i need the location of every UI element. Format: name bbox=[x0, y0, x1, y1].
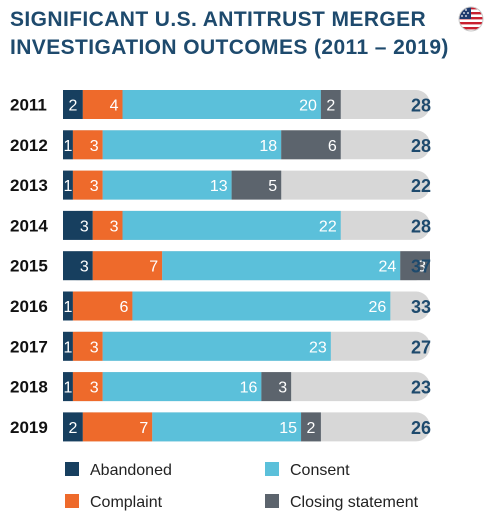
data-label: 3 bbox=[90, 339, 99, 356]
title-line-2: INVESTIGATION OUTCOMES (2011 – 2019) bbox=[10, 36, 449, 59]
bar-segment bbox=[132, 291, 391, 321]
legend-swatch bbox=[265, 462, 279, 476]
data-label: 1 bbox=[64, 138, 73, 155]
bar-segment bbox=[400, 251, 430, 281]
total-label: 27 bbox=[411, 337, 431, 357]
data-label: 3 bbox=[90, 380, 99, 397]
us-flag-icon bbox=[458, 6, 484, 32]
bar-segment bbox=[63, 291, 73, 321]
data-label: 22 bbox=[319, 218, 337, 235]
year-label: 2013 bbox=[10, 176, 48, 195]
bar-segment bbox=[102, 331, 331, 361]
bar-segment bbox=[63, 251, 93, 281]
data-label: 1 bbox=[64, 380, 73, 397]
total-label: 22 bbox=[411, 176, 431, 196]
bar-segment bbox=[63, 210, 93, 240]
data-label: 20 bbox=[299, 98, 317, 115]
data-label: 1 bbox=[64, 178, 73, 195]
bar-segment bbox=[92, 210, 123, 240]
total-label: 37 bbox=[411, 257, 431, 277]
bar-segment bbox=[301, 412, 321, 442]
bar-segment bbox=[63, 130, 73, 160]
bar-segment bbox=[122, 90, 321, 119]
year-label: 2012 bbox=[10, 136, 48, 155]
bar-segment bbox=[102, 170, 232, 200]
year-label: 2014 bbox=[10, 216, 48, 235]
data-label: 3 bbox=[417, 259, 426, 276]
data-label: 1 bbox=[64, 339, 73, 356]
data-label: 3 bbox=[80, 259, 89, 276]
bar-segment bbox=[82, 90, 123, 119]
year-label: 2018 bbox=[10, 378, 48, 397]
legend-label: Closing statement bbox=[290, 494, 419, 511]
total-label: 28 bbox=[411, 216, 431, 236]
bar-segment bbox=[82, 412, 153, 442]
data-label: 3 bbox=[90, 138, 99, 155]
data-label: 6 bbox=[120, 299, 129, 316]
year-label: 2016 bbox=[10, 297, 48, 316]
bar-segment bbox=[102, 372, 262, 402]
data-label: 4 bbox=[110, 98, 119, 115]
total-label: 26 bbox=[411, 418, 431, 438]
data-label: 2 bbox=[307, 420, 316, 437]
bar-segment bbox=[122, 210, 341, 240]
year-label: 2011 bbox=[10, 96, 47, 115]
bar-segment bbox=[72, 130, 103, 160]
bar-segment bbox=[72, 331, 103, 361]
legend-swatch bbox=[65, 462, 79, 476]
total-label: 23 bbox=[411, 378, 431, 398]
data-label: 7 bbox=[149, 259, 158, 276]
year-label: 2017 bbox=[10, 337, 48, 356]
total-label: 28 bbox=[411, 96, 431, 116]
bar-segment bbox=[72, 170, 103, 200]
legend-label: Complaint bbox=[90, 494, 163, 511]
bar-segment bbox=[63, 331, 73, 361]
bar-segment bbox=[63, 412, 83, 442]
data-label: 24 bbox=[378, 259, 396, 276]
data-label: 2 bbox=[68, 98, 77, 115]
bar-segment bbox=[102, 130, 282, 160]
legend-swatch bbox=[65, 494, 79, 508]
bar-segment bbox=[281, 130, 341, 160]
bar-segment bbox=[320, 90, 341, 119]
data-label: 26 bbox=[369, 299, 387, 316]
data-label: 6 bbox=[328, 138, 337, 155]
data-label: 5 bbox=[268, 178, 277, 195]
bar-segment bbox=[63, 170, 73, 200]
data-label: 16 bbox=[240, 380, 258, 397]
data-label: 3 bbox=[80, 218, 89, 235]
bar-segment bbox=[63, 372, 73, 402]
data-label: 23 bbox=[309, 339, 327, 356]
data-label: 13 bbox=[210, 178, 228, 195]
data-label: 7 bbox=[139, 420, 148, 437]
year-label: 2015 bbox=[10, 257, 48, 276]
legend-swatch bbox=[265, 494, 279, 508]
bar-segment bbox=[72, 291, 133, 321]
bar-segment bbox=[231, 170, 282, 200]
bar-segment bbox=[152, 412, 302, 442]
bar-segment bbox=[92, 251, 163, 281]
legend-label: Abandoned bbox=[90, 462, 172, 479]
data-label: 2 bbox=[326, 98, 335, 115]
bar-segment bbox=[261, 372, 292, 402]
year-label: 2019 bbox=[10, 418, 48, 437]
bar-segment bbox=[63, 90, 83, 119]
bar-segment bbox=[162, 251, 401, 281]
total-label: 33 bbox=[411, 297, 431, 317]
data-label: 3 bbox=[110, 218, 119, 235]
data-label: 15 bbox=[279, 420, 297, 437]
data-label: 2 bbox=[68, 420, 77, 437]
title-line-1: SIGNIFICANT U.S. ANTITRUST MERGER bbox=[10, 8, 427, 31]
bar-segment bbox=[72, 372, 103, 402]
chart-title: SIGNIFICANT U.S. ANTITRUST MERGER INVEST… bbox=[10, 6, 450, 62]
data-label: 3 bbox=[90, 178, 99, 195]
data-label: 18 bbox=[259, 138, 277, 155]
data-label: 3 bbox=[278, 380, 287, 397]
total-label: 28 bbox=[411, 136, 431, 156]
data-label: 1 bbox=[64, 299, 73, 316]
legend-label: Consent bbox=[290, 462, 350, 479]
